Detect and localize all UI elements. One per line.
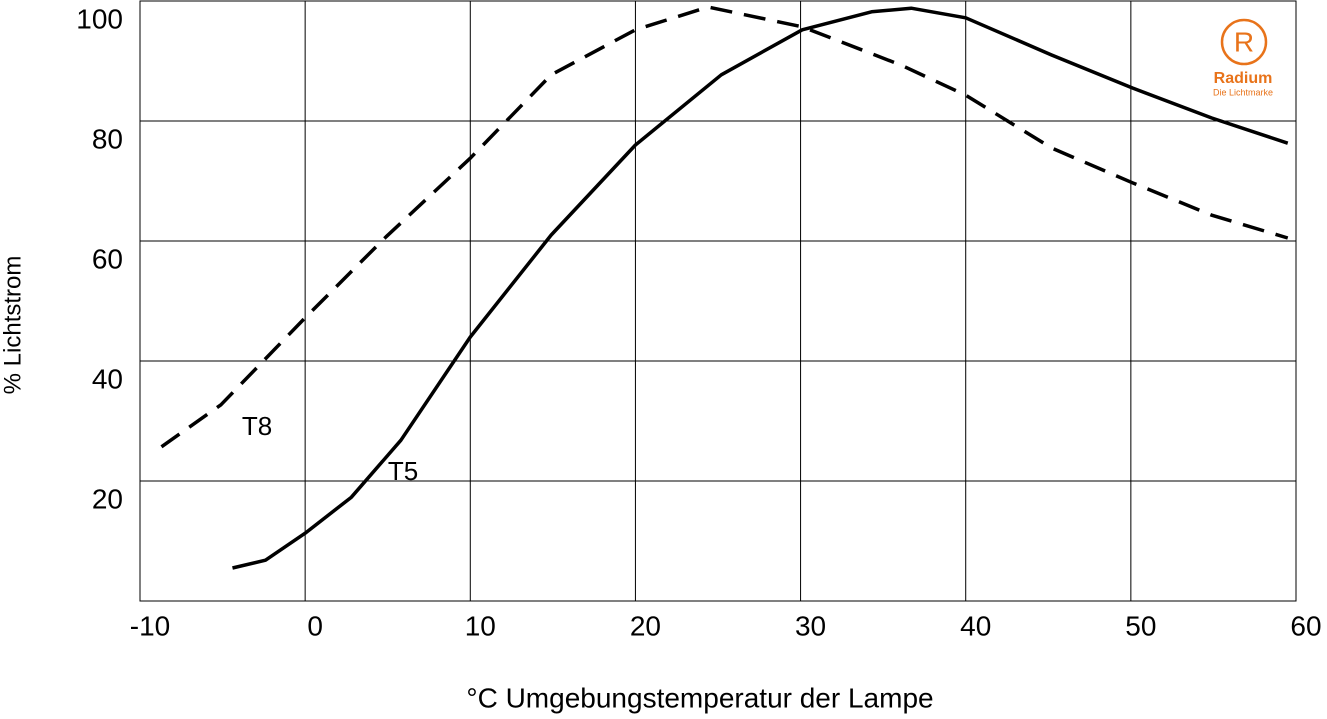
y-tick-label: 80 xyxy=(92,123,123,154)
x-tick-label: 30 xyxy=(795,610,826,641)
x-tick-label: -10 xyxy=(130,610,170,641)
y-axis-label: % Lichtstrom xyxy=(0,256,26,395)
x-tick-label: 0 xyxy=(307,610,323,641)
y-tick-label: 20 xyxy=(92,483,123,514)
x-tick-label: 40 xyxy=(960,610,991,641)
y-tick-label: 40 xyxy=(92,363,123,394)
plot-frame xyxy=(139,0,1297,602)
x-tick-label: 50 xyxy=(1125,610,1156,641)
logo-ring xyxy=(1220,18,1268,66)
logo-mark: R xyxy=(1234,26,1254,57)
series-label: T8 xyxy=(242,411,272,441)
logo-name: Radium xyxy=(1214,70,1273,87)
x-tick-label: 60 xyxy=(1290,610,1321,641)
series-label: T5 xyxy=(388,456,418,486)
line-series xyxy=(232,6,1289,570)
x-tick-label: 10 xyxy=(465,610,496,641)
x-tick-label: 20 xyxy=(630,610,661,641)
y-tick-label: 100 xyxy=(76,3,123,34)
logo-tagline: Die Lichtmarke xyxy=(1213,87,1273,97)
x-axis-label: °C Umgebungstemperatur der Lampe xyxy=(466,682,933,713)
y-tick-label: 60 xyxy=(92,243,123,274)
